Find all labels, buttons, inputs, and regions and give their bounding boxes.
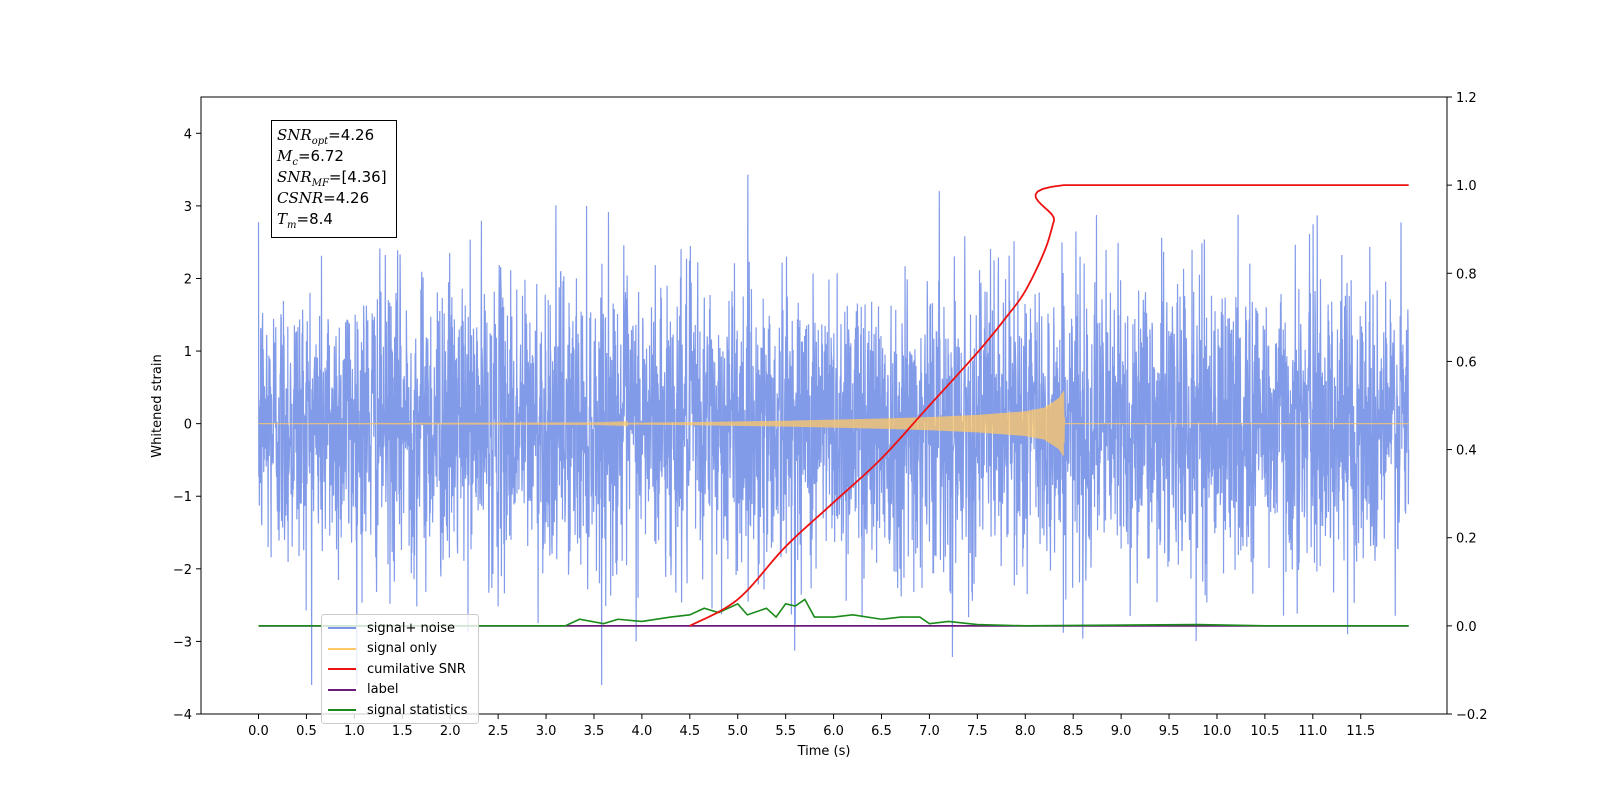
- x-tick-label: 10.5: [1250, 724, 1279, 739]
- x-tick-label: 0.0: [248, 724, 269, 739]
- series-signal-statistics: [258, 598, 1409, 627]
- legend-swatch: [328, 647, 356, 650]
- x-tick-label: 9.5: [1159, 724, 1180, 739]
- x-tick-label: 1.5: [392, 724, 413, 739]
- y2-tick-label: 0.8: [1456, 267, 1477, 282]
- legend-swatch: [328, 688, 356, 691]
- x-tick-label: 7.0: [919, 724, 940, 739]
- x-tick-label: 4.5: [679, 724, 700, 739]
- y-axis-right: −0.2 0.0 0.2 0.4 0.6 0.8 1.0 1.2: [1447, 91, 1488, 723]
- series-signal-only: [258, 390, 1409, 456]
- x-tick-label: 3.0: [536, 724, 557, 739]
- x-tick-label: 9.0: [1111, 724, 1132, 739]
- x-tick-label: 5.0: [727, 724, 748, 739]
- x-tick-label: 5.5: [775, 724, 796, 739]
- y-tick-label: −4: [173, 708, 192, 723]
- y2-tick-label: −0.2: [1456, 708, 1488, 723]
- plot-series-layer: [257, 174, 1410, 685]
- y-axis-left: −4 −3 −2 −1 0 1 2 3 4: [173, 127, 201, 723]
- y-tick-label: 1: [184, 345, 192, 360]
- legend-item-signal-statistics: signal statistics: [328, 700, 472, 721]
- x-tick-label: 8.0: [1015, 724, 1036, 739]
- y2-tick-label: 0.4: [1456, 444, 1477, 459]
- x-tick-label: 11.5: [1346, 724, 1375, 739]
- info-snr-opt: SNRopt=4.26: [277, 126, 375, 147]
- legend-swatch: [328, 668, 356, 671]
- x-tick-label: 1.0: [344, 724, 365, 739]
- series-signal-noise: [257, 174, 1410, 685]
- info-merger-time: Tm=8.4: [277, 210, 333, 231]
- legend-label: signal statistics: [367, 702, 468, 718]
- y-tick-label: 2: [184, 272, 192, 287]
- y-tick-label: 0: [184, 418, 192, 433]
- legend-swatch: [328, 627, 356, 630]
- legend-item-cumulative-snr: cumilative SNR: [328, 659, 472, 680]
- x-tick-label: 11.0: [1298, 724, 1327, 739]
- y2-tick-label: 0.0: [1456, 620, 1477, 635]
- info-snr-mf: SNRMF=[4.36]: [277, 168, 387, 189]
- y-tick-label: −3: [173, 635, 192, 650]
- x-tick-label: 6.0: [823, 724, 844, 739]
- y2-tick-label: 1.2: [1456, 91, 1477, 106]
- legend: signal+ noise signal only cumilative SNR…: [321, 614, 479, 724]
- y2-tick-label: 1.0: [1456, 179, 1477, 194]
- x-axis: 0.0 0.5 1.0 1.5 2.0 2.5 3.0 3.5 4.0 4.5 5.0 5.5 6.0 6…: [248, 714, 1375, 739]
- axes-frame: [200, 96, 1448, 715]
- series-cumulative-snr: [689, 184, 1409, 627]
- y-tick-label: 4: [184, 127, 192, 142]
- legend-item-signal-noise: signal+ noise: [328, 618, 472, 639]
- y2-tick-label: 0.2: [1456, 532, 1477, 547]
- y-axis-label: Whitened strain: [150, 354, 165, 457]
- x-tick-label: 3.5: [584, 724, 605, 739]
- legend-item-label: label: [328, 680, 472, 701]
- legend-label: label: [367, 682, 399, 698]
- legend-label: signal only: [367, 641, 438, 657]
- y-tick-label: −2: [173, 563, 192, 578]
- x-tick-label: 6.5: [871, 724, 892, 739]
- y-tick-label: −1: [173, 490, 192, 505]
- legend-swatch: [328, 709, 356, 712]
- y2-tick-label: 0.6: [1456, 355, 1477, 370]
- info-chirp-mass: Mc=6.72: [277, 147, 344, 168]
- x-tick-label: 10.0: [1202, 724, 1231, 739]
- legend-item-signal-only: signal only: [328, 639, 472, 660]
- x-axis-label: Time (s): [797, 744, 851, 759]
- x-tick-label: 0.5: [296, 724, 317, 739]
- legend-label: signal+ noise: [367, 620, 456, 636]
- x-tick-label: 8.5: [1063, 724, 1084, 739]
- x-tick-label: 2.0: [440, 724, 461, 739]
- info-box: SNRopt=4.26 Mc=6.72 SNRMF=[4.36] CSNR=4.…: [271, 120, 397, 238]
- y-tick-label: 3: [184, 200, 192, 215]
- legend-label: cumilative SNR: [367, 661, 466, 677]
- x-tick-label: 2.5: [488, 724, 509, 739]
- x-tick-label: 4.0: [632, 724, 653, 739]
- x-tick-label: 7.5: [967, 724, 988, 739]
- info-csnr: CSNR=4.26: [277, 189, 370, 207]
